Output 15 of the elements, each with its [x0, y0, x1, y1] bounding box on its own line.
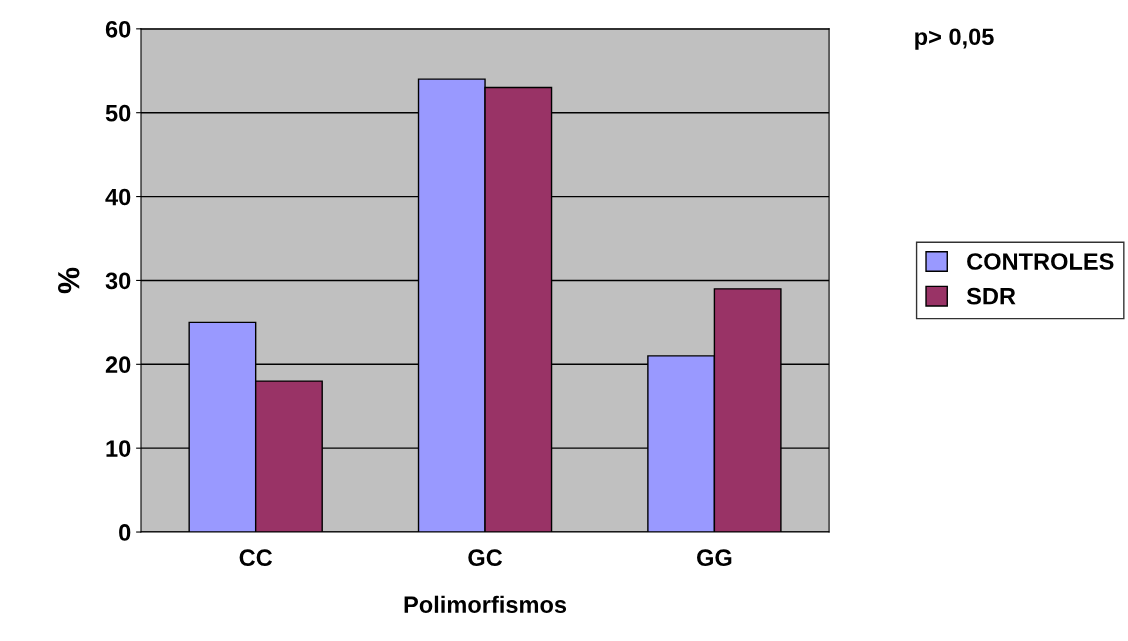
x-axis-title: Polimorfismos [404, 595, 567, 614]
y-tick-label: 20 [105, 356, 131, 374]
x-tick-label: GG [697, 549, 732, 567]
y-tick-label: 10 [106, 440, 131, 457]
legend-label: CONTROLES [967, 253, 1114, 270]
y-axis-title: % [57, 267, 80, 294]
x-tick-label: GC [468, 549, 503, 567]
y-tick-label: 50 [105, 104, 131, 122]
x-tick-label: CC [239, 549, 273, 567]
y-tick-label: 60 [105, 20, 131, 38]
y-tick-label: 0 [119, 524, 131, 541]
y-tick-label: 40 [105, 188, 131, 206]
text: p> 0,05 [915, 28, 994, 50]
y-tick-label: 30 [105, 272, 131, 290]
legend-label: SDR [966, 287, 1016, 305]
